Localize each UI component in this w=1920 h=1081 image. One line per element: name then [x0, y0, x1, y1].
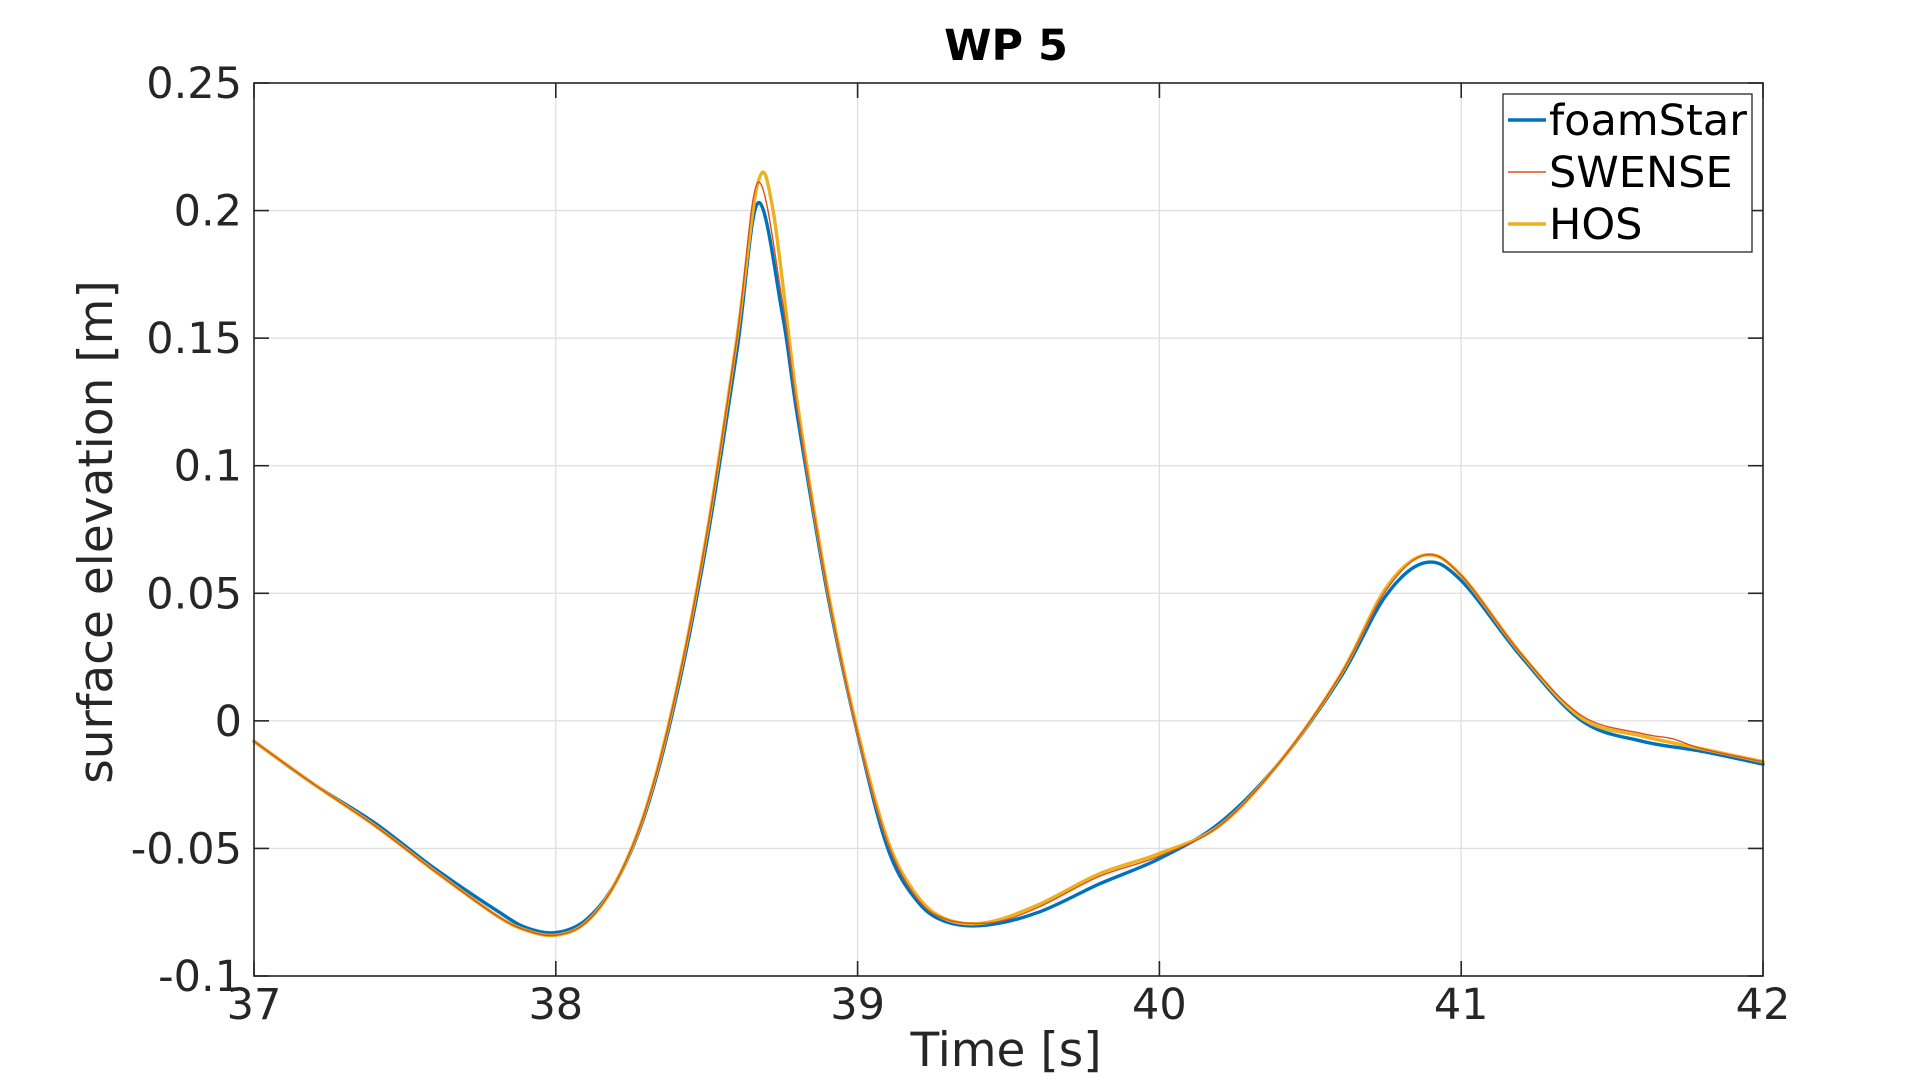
x-tick-label: 38 — [528, 980, 583, 1030]
y-tick-label: 0.05 — [146, 569, 242, 619]
y-tick-label: 0.25 — [146, 59, 242, 109]
legend-label-hos: HOS — [1549, 200, 1642, 250]
series-lines — [252, 170, 1765, 938]
chart-title: WP 5 — [944, 21, 1068, 71]
y-tick-label: -0.1 — [158, 952, 242, 1002]
y-tick-label: 0.15 — [146, 314, 242, 364]
legend-label-swense: SWENSE — [1549, 148, 1733, 198]
x-tick-label: 41 — [1434, 980, 1489, 1030]
axis-ticks — [253, 82, 1764, 977]
y-tick-label: 0.1 — [174, 442, 242, 492]
x-tick-label: 40 — [1132, 980, 1187, 1030]
y-tick-label: -0.05 — [131, 824, 242, 874]
y-tick-label: 0.2 — [174, 187, 242, 237]
x-tick-label: 37 — [227, 980, 282, 1030]
axes-frame — [253, 82, 1764, 977]
series-line-swense — [253, 181, 1764, 937]
y-axis-label: surface elevation [m] — [69, 280, 124, 784]
y-tick-label: 0 — [215, 697, 242, 747]
legend-label-foamstar: foamStar — [1549, 96, 1747, 146]
x-tick-label: 39 — [830, 980, 885, 1030]
x-axis-label: Time [s] — [909, 1023, 1101, 1078]
tick-labels: 37 38 39 40 41 42 -0.1 -0.05 0 0.05 0.1 0.15 0.2 0.25 — [131, 59, 1791, 1030]
x-tick-label: 42 — [1736, 980, 1791, 1030]
